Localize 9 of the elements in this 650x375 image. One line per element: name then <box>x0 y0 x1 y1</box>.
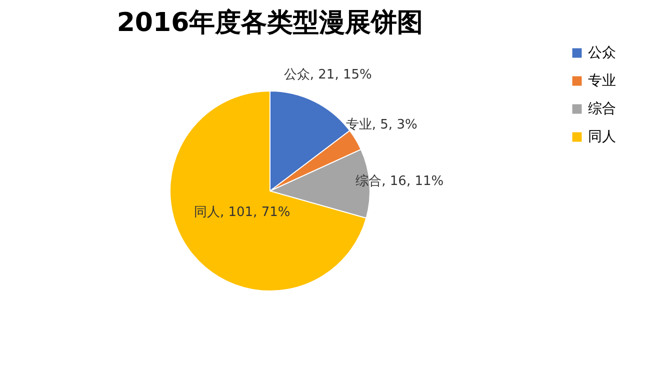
legend-label: 公众 <box>588 45 616 61</box>
chart-title: 2016年度各类型漫展饼图 <box>116 8 424 38</box>
data-label: 综合, 16, 11% <box>356 174 444 190</box>
legend-label: 综合 <box>588 101 616 117</box>
legend-label: 同人 <box>588 129 616 145</box>
legend-label: 专业 <box>588 73 616 89</box>
data-label: 同人, 101, 71% <box>194 205 290 220</box>
data-label: 公众, 21, 15% <box>284 68 372 83</box>
data-label: 专业, 5, 3% <box>346 117 418 132</box>
